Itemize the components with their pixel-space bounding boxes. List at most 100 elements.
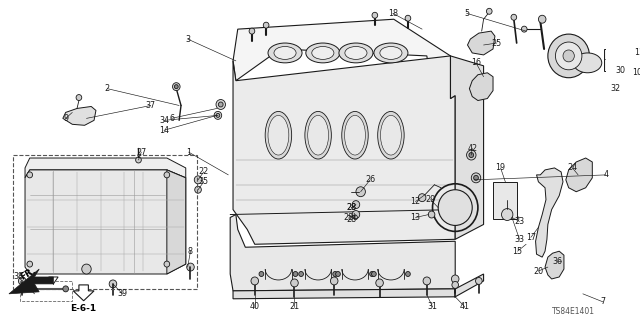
- Circle shape: [452, 281, 458, 288]
- Text: 9: 9: [63, 114, 68, 123]
- Text: 11: 11: [635, 48, 640, 57]
- Circle shape: [502, 209, 513, 220]
- Text: 32: 32: [611, 84, 621, 93]
- Circle shape: [63, 286, 68, 292]
- Polygon shape: [566, 158, 592, 192]
- Text: 8: 8: [188, 247, 193, 256]
- Text: 31: 31: [428, 302, 438, 311]
- Ellipse shape: [268, 116, 289, 155]
- Circle shape: [538, 15, 546, 23]
- Text: 41: 41: [460, 302, 470, 311]
- Text: FR.: FR.: [19, 266, 37, 282]
- Circle shape: [405, 15, 411, 21]
- Circle shape: [428, 211, 435, 218]
- Ellipse shape: [305, 111, 332, 159]
- Polygon shape: [63, 107, 96, 125]
- Text: 28: 28: [346, 203, 356, 212]
- Circle shape: [82, 264, 92, 274]
- Text: 25: 25: [492, 38, 502, 48]
- Circle shape: [451, 275, 459, 283]
- Circle shape: [291, 279, 298, 287]
- Polygon shape: [536, 168, 563, 257]
- Circle shape: [372, 272, 376, 276]
- Circle shape: [195, 186, 202, 193]
- Text: 4: 4: [604, 170, 609, 180]
- Polygon shape: [233, 274, 484, 299]
- Text: 2: 2: [105, 84, 110, 93]
- Circle shape: [376, 279, 383, 287]
- Bar: [493, 182, 516, 220]
- Circle shape: [438, 190, 472, 225]
- Text: E-6-1: E-6-1: [70, 304, 97, 313]
- Bar: [13, 155, 197, 289]
- Text: 26: 26: [365, 175, 375, 184]
- Circle shape: [563, 50, 574, 62]
- Text: 34: 34: [159, 116, 169, 125]
- Polygon shape: [469, 73, 493, 100]
- Circle shape: [249, 28, 255, 34]
- Text: 28: 28: [346, 215, 356, 224]
- Circle shape: [370, 272, 374, 276]
- Text: 22: 22: [198, 167, 209, 176]
- Text: 14: 14: [159, 126, 169, 135]
- Circle shape: [187, 263, 195, 271]
- Ellipse shape: [308, 116, 328, 155]
- Circle shape: [511, 14, 516, 20]
- Polygon shape: [25, 170, 186, 274]
- Text: 6: 6: [169, 114, 174, 123]
- Circle shape: [263, 22, 269, 28]
- Polygon shape: [9, 269, 53, 294]
- Circle shape: [164, 172, 170, 178]
- Ellipse shape: [380, 46, 402, 60]
- Circle shape: [352, 201, 360, 209]
- Polygon shape: [49, 277, 58, 284]
- Text: 16: 16: [471, 58, 481, 67]
- Ellipse shape: [268, 43, 302, 63]
- Text: 35: 35: [198, 177, 209, 186]
- Circle shape: [299, 272, 303, 276]
- Circle shape: [195, 176, 202, 184]
- Text: 40: 40: [250, 302, 260, 311]
- Circle shape: [214, 111, 221, 119]
- Text: 30: 30: [616, 66, 626, 75]
- Text: 19: 19: [495, 164, 506, 172]
- Circle shape: [556, 42, 582, 70]
- Circle shape: [251, 277, 259, 285]
- Polygon shape: [545, 251, 564, 279]
- Polygon shape: [25, 158, 186, 178]
- Ellipse shape: [265, 111, 292, 159]
- Circle shape: [76, 95, 82, 100]
- Bar: [604, 49, 637, 71]
- Circle shape: [548, 34, 589, 78]
- Ellipse shape: [378, 111, 404, 159]
- Circle shape: [216, 100, 225, 109]
- Text: 10: 10: [632, 68, 640, 77]
- Bar: [20, 281, 72, 301]
- Ellipse shape: [342, 111, 368, 159]
- Circle shape: [352, 211, 360, 219]
- Text: 42: 42: [467, 144, 477, 153]
- Text: 7: 7: [600, 297, 605, 306]
- Ellipse shape: [339, 43, 373, 63]
- Text: 24: 24: [568, 164, 577, 172]
- Polygon shape: [451, 56, 484, 239]
- Circle shape: [27, 261, 33, 267]
- Text: 13: 13: [410, 213, 420, 222]
- Circle shape: [471, 173, 481, 183]
- Text: TS84E1401: TS84E1401: [552, 307, 595, 316]
- Text: 38: 38: [13, 272, 24, 282]
- Text: 21: 21: [289, 302, 300, 311]
- Text: 18: 18: [388, 9, 398, 18]
- Circle shape: [330, 277, 338, 285]
- Polygon shape: [73, 285, 94, 301]
- Text: 29: 29: [426, 195, 436, 204]
- Polygon shape: [230, 214, 455, 291]
- Circle shape: [175, 85, 178, 89]
- Text: 27: 27: [136, 148, 147, 156]
- Circle shape: [164, 261, 170, 267]
- Circle shape: [333, 272, 337, 276]
- Text: 36: 36: [552, 257, 563, 266]
- Text: 20: 20: [533, 267, 543, 276]
- Circle shape: [423, 277, 431, 285]
- Text: 12: 12: [410, 197, 420, 206]
